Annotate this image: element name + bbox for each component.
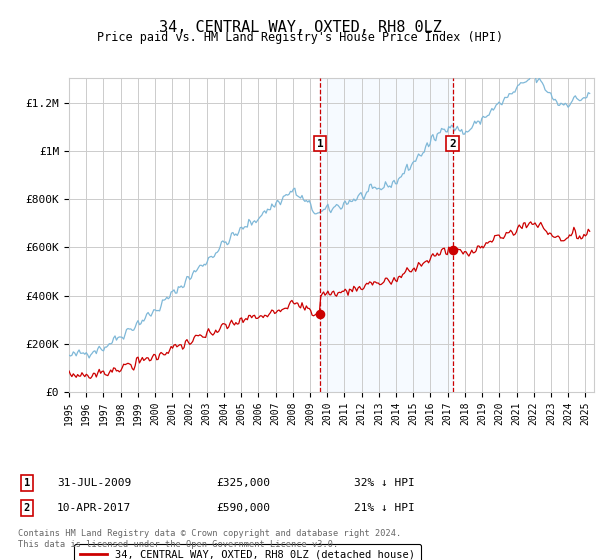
Point bbox=[315, 309, 325, 318]
Text: Contains HM Land Registry data © Crown copyright and database right 2024.
This d: Contains HM Land Registry data © Crown c… bbox=[18, 529, 401, 549]
Text: 10-APR-2017: 10-APR-2017 bbox=[57, 503, 131, 513]
Text: 21% ↓ HPI: 21% ↓ HPI bbox=[354, 503, 415, 513]
Text: £590,000: £590,000 bbox=[216, 503, 270, 513]
Text: Price paid vs. HM Land Registry's House Price Index (HPI): Price paid vs. HM Land Registry's House … bbox=[97, 31, 503, 44]
Text: 31-JUL-2009: 31-JUL-2009 bbox=[57, 478, 131, 488]
Text: 1: 1 bbox=[24, 478, 30, 488]
Text: 2: 2 bbox=[24, 503, 30, 513]
Text: 2: 2 bbox=[449, 138, 456, 148]
Bar bbox=[320, 78, 452, 392]
Text: 32% ↓ HPI: 32% ↓ HPI bbox=[354, 478, 415, 488]
Text: 34, CENTRAL WAY, OXTED, RH8 0LZ: 34, CENTRAL WAY, OXTED, RH8 0LZ bbox=[158, 20, 442, 35]
Point bbox=[448, 245, 457, 254]
Legend: 34, CENTRAL WAY, OXTED, RH8 0LZ (detached house), HPI: Average price, detached h: 34, CENTRAL WAY, OXTED, RH8 0LZ (detache… bbox=[74, 544, 421, 560]
Text: £325,000: £325,000 bbox=[216, 478, 270, 488]
Text: 1: 1 bbox=[317, 138, 323, 148]
